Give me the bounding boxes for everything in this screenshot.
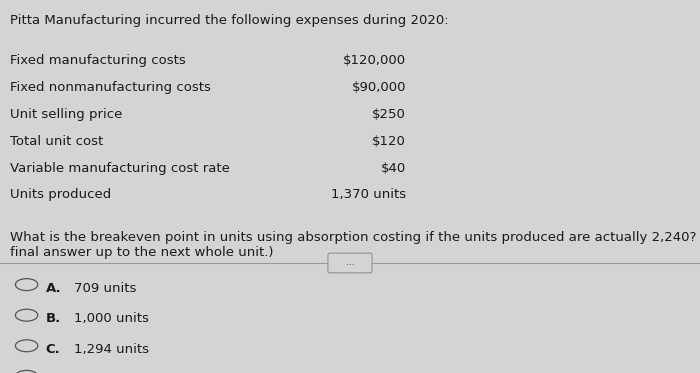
Text: 709 units: 709 units bbox=[74, 282, 136, 295]
Text: $40: $40 bbox=[381, 162, 406, 175]
Text: Unit selling price: Unit selling price bbox=[10, 108, 122, 121]
Text: 1,294 units: 1,294 units bbox=[74, 343, 148, 356]
Text: A.: A. bbox=[46, 282, 61, 295]
Text: Fixed manufacturing costs: Fixed manufacturing costs bbox=[10, 54, 186, 67]
FancyBboxPatch shape bbox=[328, 253, 372, 273]
Text: ...: ... bbox=[346, 258, 354, 267]
Text: Variable manufacturing cost rate: Variable manufacturing cost rate bbox=[10, 162, 230, 175]
Text: 1,000 units: 1,000 units bbox=[74, 312, 148, 325]
Text: final answer up to the next whole unit.): final answer up to the next whole unit.) bbox=[10, 246, 273, 259]
Text: $120: $120 bbox=[372, 135, 406, 148]
Text: C.: C. bbox=[46, 343, 60, 356]
Text: B.: B. bbox=[46, 312, 61, 325]
Text: Units produced: Units produced bbox=[10, 188, 111, 201]
Text: 1,370 units: 1,370 units bbox=[331, 188, 406, 201]
Text: Fixed nonmanufacturing costs: Fixed nonmanufacturing costs bbox=[10, 81, 211, 94]
Text: Total unit cost: Total unit cost bbox=[10, 135, 103, 148]
Text: $90,000: $90,000 bbox=[351, 81, 406, 94]
Text: What is the breakeven point in units using absorption costing if the units produ: What is the breakeven point in units usi… bbox=[10, 231, 700, 244]
Text: Pitta Manufacturing incurred the following expenses during 2020:: Pitta Manufacturing incurred the followi… bbox=[10, 14, 449, 27]
Text: $250: $250 bbox=[372, 108, 406, 121]
Text: $120,000: $120,000 bbox=[343, 54, 406, 67]
